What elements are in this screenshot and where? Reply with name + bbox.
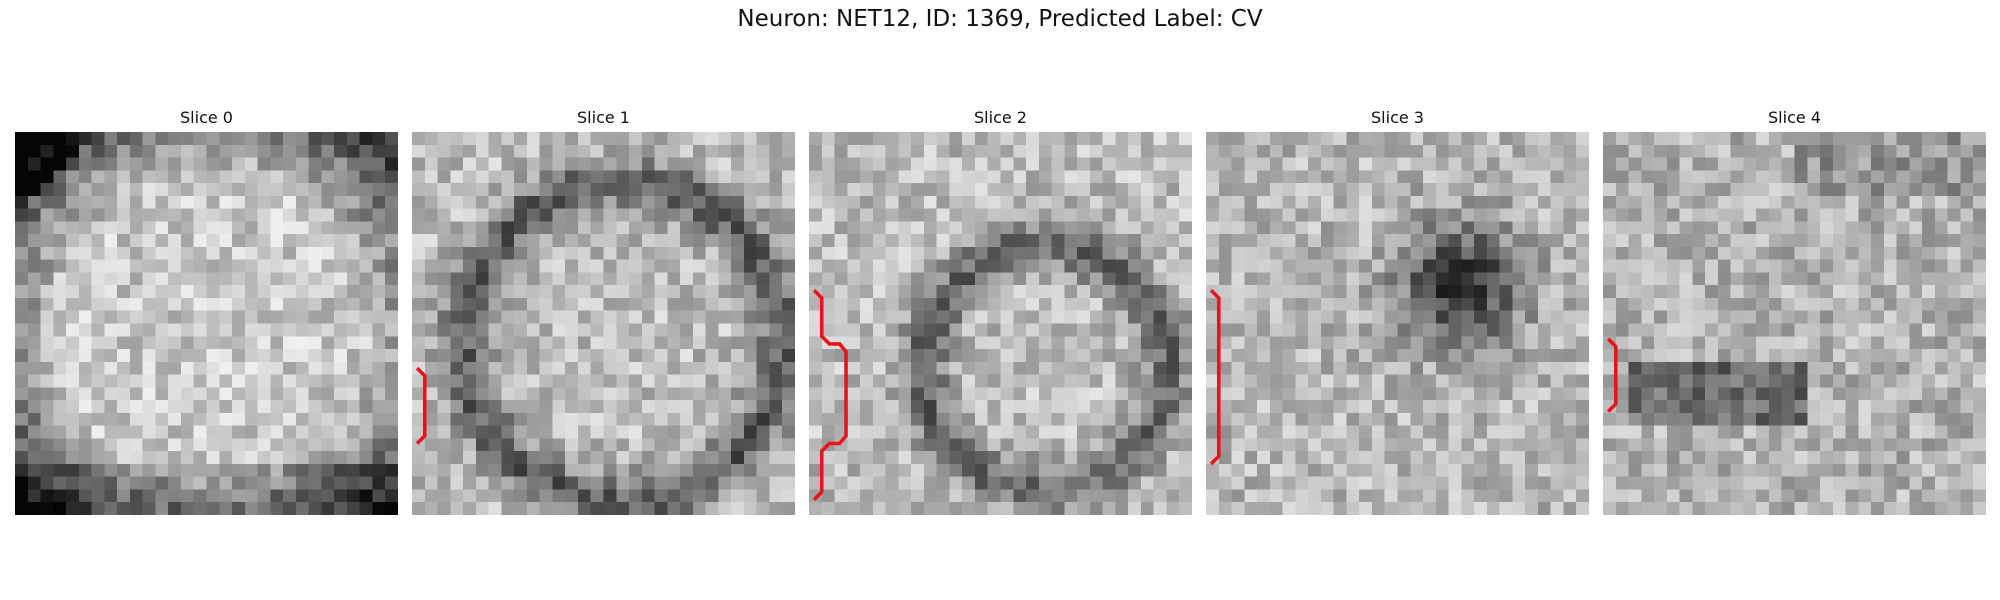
slice-title: Slice 0 bbox=[180, 108, 233, 127]
slice-image bbox=[1206, 132, 1589, 515]
figure-title: Neuron: NET12, ID: 1369, Predicted Label… bbox=[737, 6, 1263, 32]
slice-panel-3: Slice 3 bbox=[1206, 108, 1589, 515]
slice-image bbox=[412, 132, 795, 515]
contour-overlay bbox=[1209, 289, 1221, 466]
slice-panel-0: Slice 0 bbox=[15, 108, 398, 515]
slice-title: Slice 2 bbox=[974, 108, 1027, 127]
slice-panel-4: Slice 4 bbox=[1603, 108, 1986, 515]
slice-title: Slice 3 bbox=[1371, 108, 1424, 127]
slice-image bbox=[809, 132, 1192, 515]
contour-overlay bbox=[1606, 337, 1618, 413]
contour-overlay bbox=[415, 366, 427, 445]
slice-panel-2: Slice 2 bbox=[809, 108, 1192, 515]
slice-title: Slice 4 bbox=[1768, 108, 1821, 127]
slice-image bbox=[15, 132, 398, 515]
slice-panel-1: Slice 1 bbox=[412, 108, 795, 515]
contour-overlay bbox=[812, 289, 848, 501]
slice-image bbox=[1603, 132, 1986, 515]
slice-title: Slice 1 bbox=[577, 108, 630, 127]
